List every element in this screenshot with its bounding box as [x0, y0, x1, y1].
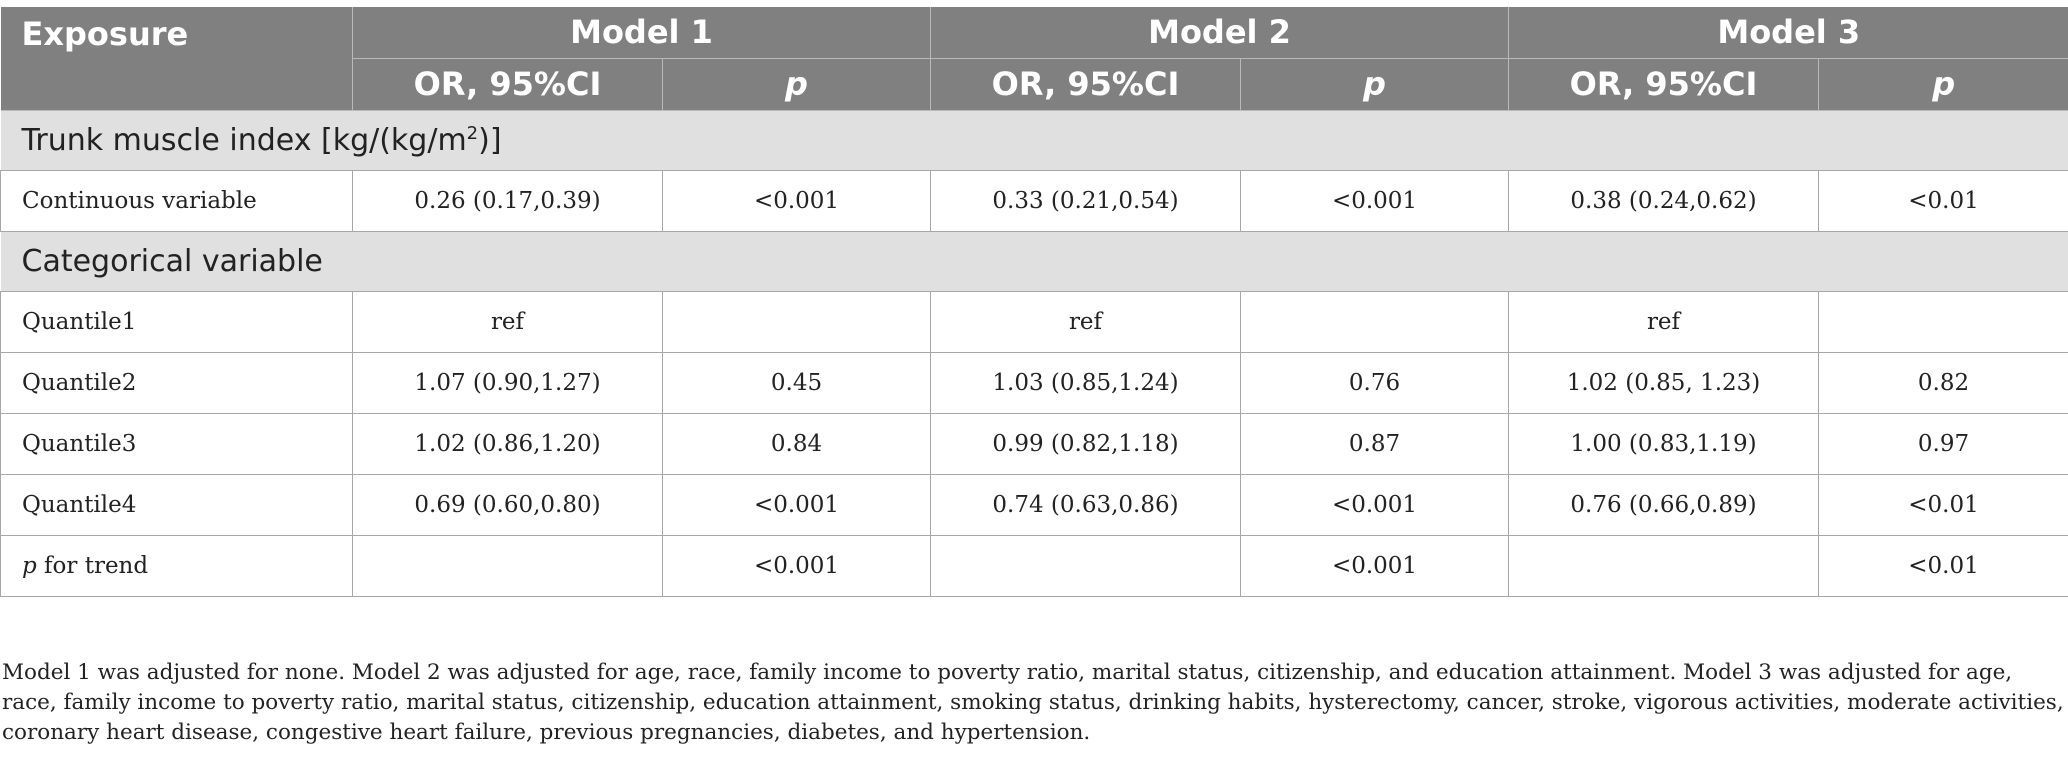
- model-1-or-header: OR, 95%CI: [352, 58, 663, 111]
- model-2-header: Model 2: [930, 7, 1509, 59]
- table-cell: [930, 535, 1241, 597]
- table-cell: ref: [1508, 291, 1819, 353]
- exposure-header: Exposure: [0, 7, 353, 111]
- table-header: Exposure Model 1 Model 2 Model 3 OR, 95%…: [0, 7, 2068, 111]
- table-cell: 0.45: [662, 352, 931, 414]
- table-cell: <0.01: [1818, 170, 2068, 232]
- row-label-rest: for trend: [36, 552, 149, 579]
- table-cell: 0.97: [1818, 413, 2068, 475]
- table-cell: 0.76 (0.66,0.89): [1508, 474, 1819, 536]
- table-cell: 1.02 (0.86,1.20): [352, 413, 663, 475]
- section-title-prefix: Trunk muscle index [kg/(kg/m: [21, 122, 467, 158]
- table-cell: 0.74 (0.63,0.86): [930, 474, 1241, 536]
- model-2-p-header: p: [1240, 58, 1509, 111]
- model-2-or-header: OR, 95%CI: [930, 58, 1241, 111]
- section-row-categorical-variable: Categorical variable: [0, 231, 2068, 292]
- table-cell: 0.33 (0.21,0.54): [930, 170, 1241, 232]
- table-row: Continuous variable 0.26 (0.17,0.39) <0.…: [0, 170, 2068, 232]
- table-cell: <0.001: [1240, 170, 1509, 232]
- table-cell: 0.99 (0.82,1.18): [930, 413, 1241, 475]
- table-cell: <0.01: [1818, 535, 2068, 597]
- table-cell: 0.26 (0.17,0.39): [352, 170, 663, 232]
- section-title-superscript: 2: [466, 122, 479, 144]
- table-row: Quantile2 1.07 (0.90,1.27) 0.45 1.03 (0.…: [0, 352, 2068, 414]
- table-cell: 1.00 (0.83,1.19): [1508, 413, 1819, 475]
- table-cell: <0.01: [1818, 474, 2068, 536]
- row-label-italic: p: [22, 552, 37, 579]
- table-cell: <0.001: [1240, 474, 1509, 536]
- table-cell: [1818, 291, 2068, 353]
- table-cell: <0.001: [662, 535, 931, 597]
- table-cell: <0.001: [1240, 535, 1509, 597]
- model-1-header: Model 1: [352, 7, 931, 59]
- table-cell: [352, 535, 663, 597]
- table-cell: 1.02 (0.85, 1.23): [1508, 352, 1819, 414]
- table-cell: <0.001: [662, 170, 931, 232]
- results-table-container: Exposure Model 1 Model 2 Model 3 OR, 95%…: [0, 7, 2068, 597]
- model-3-header: Model 3: [1508, 7, 2068, 59]
- section-row-trunk-muscle-index: Trunk muscle index [kg/(kg/m2)]: [0, 110, 2068, 171]
- table-row: Quantile1 ref ref ref: [0, 291, 2068, 353]
- section-title: Categorical variable: [0, 231, 2068, 292]
- table-cell: [1508, 535, 1819, 597]
- table-cell: 0.82: [1818, 352, 2068, 414]
- table-row: p for trend <0.001 <0.001 <0.01: [0, 535, 2068, 597]
- model-3-or-header: OR, 95%CI: [1508, 58, 1819, 111]
- row-label: Quantile4: [0, 474, 353, 536]
- table-cell: 0.84: [662, 413, 931, 475]
- table-cell: 0.76: [1240, 352, 1509, 414]
- table-cell: ref: [930, 291, 1241, 353]
- table-cell: 0.38 (0.24,0.62): [1508, 170, 1819, 232]
- section-title-suffix: )]: [478, 122, 502, 158]
- table-cell: [662, 291, 931, 353]
- results-table: Exposure Model 1 Model 2 Model 3 OR, 95%…: [0, 7, 2068, 597]
- table-cell: 0.69 (0.60,0.80): [352, 474, 663, 536]
- row-label: p for trend: [0, 535, 353, 597]
- table-row: Quantile4 0.69 (0.60,0.80) <0.001 0.74 (…: [0, 474, 2068, 536]
- table-cell: 1.07 (0.90,1.27): [352, 352, 663, 414]
- table-cell: 0.87: [1240, 413, 1509, 475]
- model-3-p-header: p: [1818, 58, 2068, 111]
- section-title: Trunk muscle index [kg/(kg/m2)]: [0, 110, 2068, 171]
- row-label: Quantile3: [0, 413, 353, 475]
- row-label: Continuous variable: [0, 170, 353, 232]
- table-cell: 1.03 (0.85,1.24): [930, 352, 1241, 414]
- table-cell: ref: [352, 291, 663, 353]
- table-footnote: Model 1 was adjusted for none. Model 2 w…: [2, 660, 2064, 745]
- table-row: Quantile3 1.02 (0.86,1.20) 0.84 0.99 (0.…: [0, 413, 2068, 475]
- model-1-p-header: p: [662, 58, 931, 111]
- row-label: Quantile1: [0, 291, 353, 353]
- table-cell: <0.001: [662, 474, 931, 536]
- table-cell: [1240, 291, 1509, 353]
- row-label: Quantile2: [0, 352, 353, 414]
